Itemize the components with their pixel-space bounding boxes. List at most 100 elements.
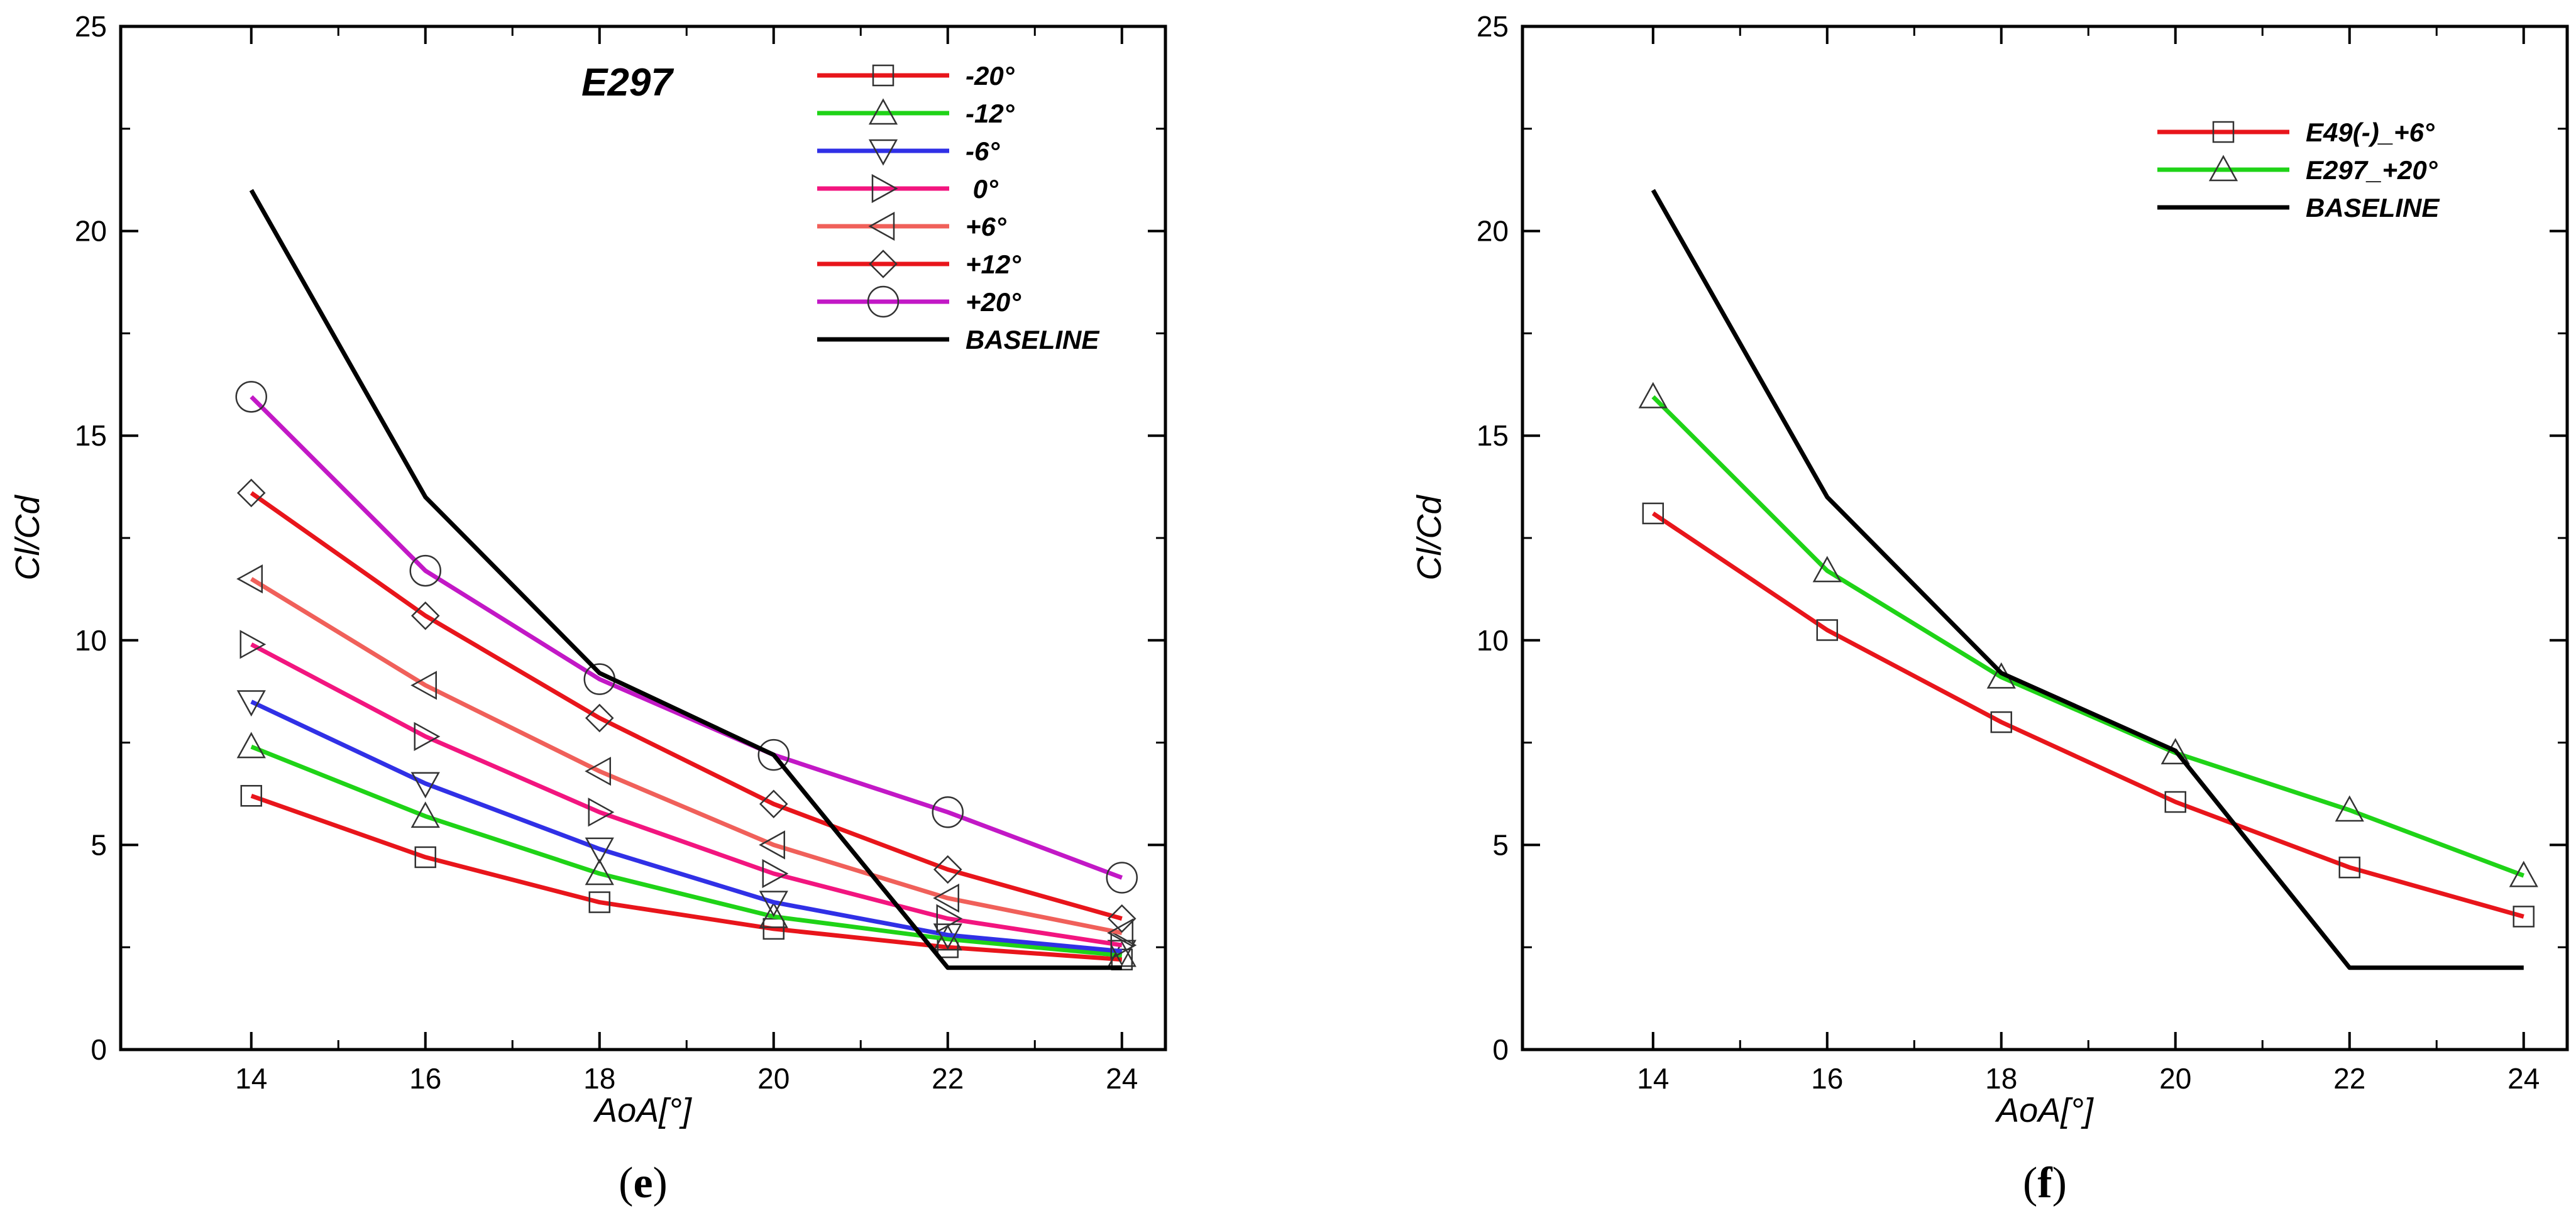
series-line-e-7	[249, 189, 1122, 970]
data-point-e-3-0	[239, 630, 267, 659]
data-point-e-2-3	[759, 891, 788, 918]
data-point-e-4-4	[933, 883, 959, 913]
data-point-e-2-2	[585, 837, 614, 864]
data-point-e-3-2	[588, 798, 615, 827]
x-tick-label-f-18: 18	[1985, 1062, 2017, 1095]
legend-label-e-7: BASELINE	[966, 325, 1100, 354]
legend-label-f-1: E297_+20°	[2306, 155, 2438, 185]
legend-marker-e-3	[871, 173, 898, 204]
x-tick-label-e-24: 24	[1106, 1062, 1138, 1095]
panel-label-e-close: )	[653, 1159, 668, 1207]
data-point-e-4-5	[1107, 918, 1133, 948]
y-tick-label-f-10: 10	[1477, 624, 1509, 657]
panel-label-e-open: (	[619, 1159, 633, 1207]
legend-label-e-6: +20°	[966, 287, 1021, 317]
x-tick-label-e-18: 18	[583, 1062, 615, 1095]
y-tick-label-f-15: 15	[1477, 419, 1509, 452]
x-tick-label-f-14: 14	[1637, 1062, 1669, 1095]
data-point-e-0-2	[588, 891, 610, 913]
data-point-e-5-4	[933, 855, 962, 884]
data-point-e-3-1	[414, 721, 441, 751]
data-point-f-0-5	[2513, 906, 2535, 928]
data-point-e-6-5	[1106, 862, 1138, 894]
data-point-e-4-1	[410, 671, 437, 700]
data-point-f-1-3	[2160, 738, 2190, 765]
y-tick-label-e-20: 20	[75, 215, 107, 248]
data-point-e-0-1	[414, 846, 436, 869]
series-line-e-6	[250, 395, 1123, 880]
y-tick-label-f-0: 0	[1492, 1033, 1509, 1066]
y-tick-label-e-10: 10	[75, 624, 107, 657]
legend-label-e-1: -12°	[966, 99, 1015, 128]
legend-marker-e-1	[868, 98, 898, 125]
panel-label-f: (f)	[2023, 1159, 2067, 1207]
panel-label-e-letter: e	[633, 1159, 652, 1207]
ticks-group-e: 14 16 18 20 22 24 0 5 10 15 20 25	[75, 10, 1165, 1095]
data-point-e-4-0	[236, 564, 263, 594]
series-line-e-0	[250, 793, 1123, 962]
series-line-f-2	[1651, 189, 2524, 970]
data-point-e-3-3	[762, 859, 789, 889]
data-point-e-5-1	[410, 601, 440, 630]
legend-marker-f-1	[2208, 155, 2238, 182]
data-point-e-6-3	[757, 738, 790, 771]
y-tick-label-f-20: 20	[1477, 215, 1509, 248]
chart-panel-f: 14 16 18 20 22 24 0 5 10 15 20 25 AoA[°] Cl/Cd E49(…	[1411, 10, 2569, 1207]
panel-label-e: (e)	[619, 1159, 668, 1207]
series-group-e	[235, 189, 1138, 970]
data-point-e-3-4	[936, 904, 963, 933]
data-point-f-0-2	[1990, 711, 2012, 733]
data-point-e-0-0	[240, 785, 262, 807]
series-line-e-1	[250, 744, 1123, 958]
data-point-e-3-5	[1110, 930, 1137, 960]
data-point-f-0-1	[1816, 619, 1838, 641]
chart-panel-e: 14 16 18 20 22 24 0 5 10 15 20 25 E297 AoA[°] Cl/Cd…	[9, 10, 1167, 1207]
annotation-e297: E297	[581, 61, 674, 104]
series-line-f-1	[1651, 395, 2525, 878]
legend-marker-e-5	[869, 250, 898, 278]
data-point-f-0-4	[2338, 856, 2360, 879]
data-point-f-0-3	[2164, 791, 2186, 813]
legend-label-e-4: +6°	[966, 212, 1007, 241]
plot-area-e	[119, 25, 1167, 1051]
series-line-e-5	[250, 491, 1123, 921]
ticks-group-f: 14 16 18 20 22 24 0 5 10 15 20 25	[1477, 10, 2567, 1095]
panel-label-f-open: (	[2023, 1159, 2037, 1207]
data-point-e-5-2	[585, 703, 614, 733]
data-point-e-4-2	[585, 757, 611, 786]
x-tick-label-e-20: 20	[757, 1062, 790, 1095]
x-tick-label-f-24: 24	[2507, 1062, 2540, 1095]
series-group-f	[1638, 189, 2538, 970]
legend-label-e-3: 0°	[966, 174, 999, 204]
legend-f: E49(-)_+6° E297_+20° BASELINE	[2157, 118, 2440, 222]
legend-e: -20° -12° -6° 0° +6° +12° +20° BASELINE	[817, 61, 1100, 354]
data-point-f-0-0	[1642, 502, 1664, 525]
data-point-e-5-3	[759, 789, 788, 819]
x-tick-label-f-20: 20	[2159, 1062, 2191, 1095]
series-line-e-4	[250, 577, 1123, 935]
data-point-f-1-0	[1638, 381, 1668, 409]
x-tick-label-f-16: 16	[1811, 1062, 1843, 1095]
data-point-e-1-3	[759, 901, 788, 928]
panel-label-f-letter: f	[2037, 1159, 2052, 1207]
data-point-f-1-5	[2509, 860, 2538, 887]
x-tick-label-e-22: 22	[932, 1062, 964, 1095]
y-axis-label-e: Cl/Cd	[9, 495, 47, 581]
data-point-e-1-2	[585, 859, 614, 886]
data-point-f-1-4	[2335, 795, 2364, 822]
data-point-e-1-0	[236, 732, 266, 759]
data-point-e-6-1	[409, 554, 441, 587]
y-tick-label-e-0: 0	[91, 1033, 107, 1066]
panel-label-f-close: )	[2052, 1159, 2067, 1207]
x-tick-label-e-14: 14	[235, 1062, 267, 1095]
data-point-e-1-1	[410, 801, 440, 828]
y-tick-label-f-5: 5	[1492, 828, 1509, 861]
series-line-f-0	[1651, 511, 2524, 919]
x-tick-label-f-22: 22	[2333, 1062, 2365, 1095]
data-point-e-5-0	[236, 478, 266, 508]
legend-marker-e-0	[872, 64, 894, 87]
legend-label-f-0: E49(-)_+6°	[2306, 118, 2435, 147]
legend-label-e-2: -6°	[966, 136, 1000, 166]
y-tick-label-e-15: 15	[75, 419, 107, 452]
